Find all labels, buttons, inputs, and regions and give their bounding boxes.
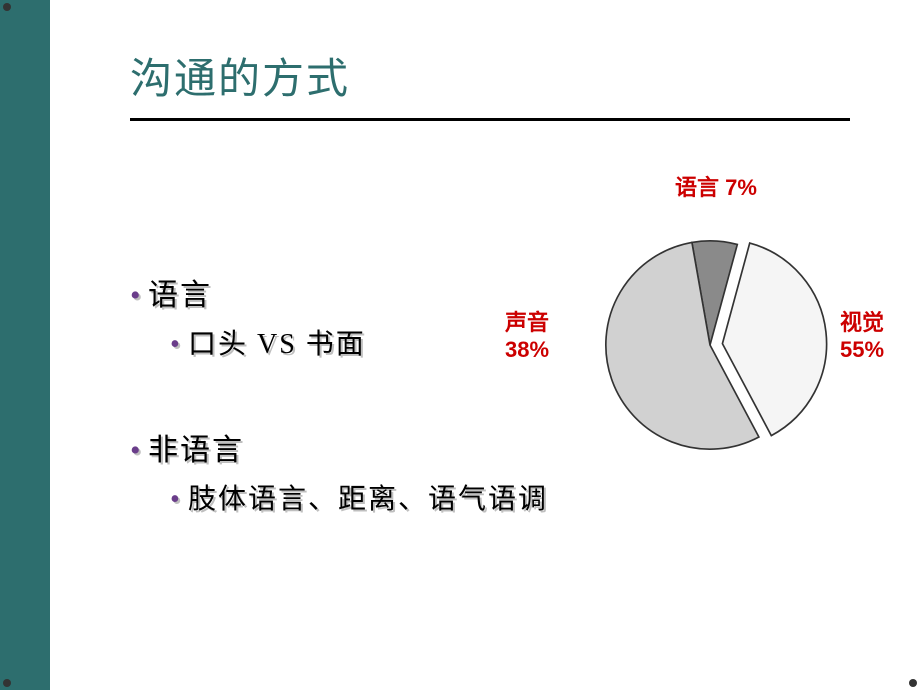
bullet-dot: • xyxy=(170,484,188,516)
bullet-l2-b: •肢体语言、距离、语气语调 xyxy=(170,477,548,517)
bullet-l1-a: •语言 xyxy=(130,270,548,314)
bullet-dot: • xyxy=(130,434,148,468)
corner-dot-tl xyxy=(3,3,11,11)
pie-label-1-line1: 声音 xyxy=(505,305,549,337)
bullet-text: 肢体语言、距离、语气语调 xyxy=(188,484,548,515)
bullet-dot: • xyxy=(130,279,148,313)
pie-svg xyxy=(585,220,835,470)
bullet-l2-a: •口头 VS 书面 xyxy=(170,322,548,362)
slide-title: 沟通的方式 xyxy=(130,45,350,106)
bullet-list: •语言 •口头 VS 书面 •非语言 •肢体语言、距离、语气语调 xyxy=(130,270,548,525)
bullet-text: 语言 xyxy=(148,279,212,312)
pie-chart: 视觉 55% 声音 38% 语言 7% xyxy=(505,170,920,470)
bullet-dot: • xyxy=(170,329,188,361)
pie-label-0: 视觉 55% xyxy=(840,305,920,363)
slide-title-text: 沟通的方式 xyxy=(130,57,350,103)
bullet-l1-b: •非语言 xyxy=(130,425,548,469)
sidebar-accent xyxy=(0,0,50,690)
bullet-text: 口头 VS 书面 xyxy=(188,329,366,360)
corner-dot-br xyxy=(909,679,917,687)
pie-label-1: 声音 38% xyxy=(505,305,549,363)
bullet-text: 非语言 xyxy=(148,434,244,467)
pie-label-1-line2: 38% xyxy=(505,337,549,363)
title-underline xyxy=(130,118,850,121)
corner-dot-bl xyxy=(3,679,11,687)
slide: 沟通的方式 •语言 •口头 VS 书面 •非语言 •肢体语言、距离、语气语调 视… xyxy=(50,0,920,690)
pie-label-2: 语言 7% xyxy=(675,170,757,202)
